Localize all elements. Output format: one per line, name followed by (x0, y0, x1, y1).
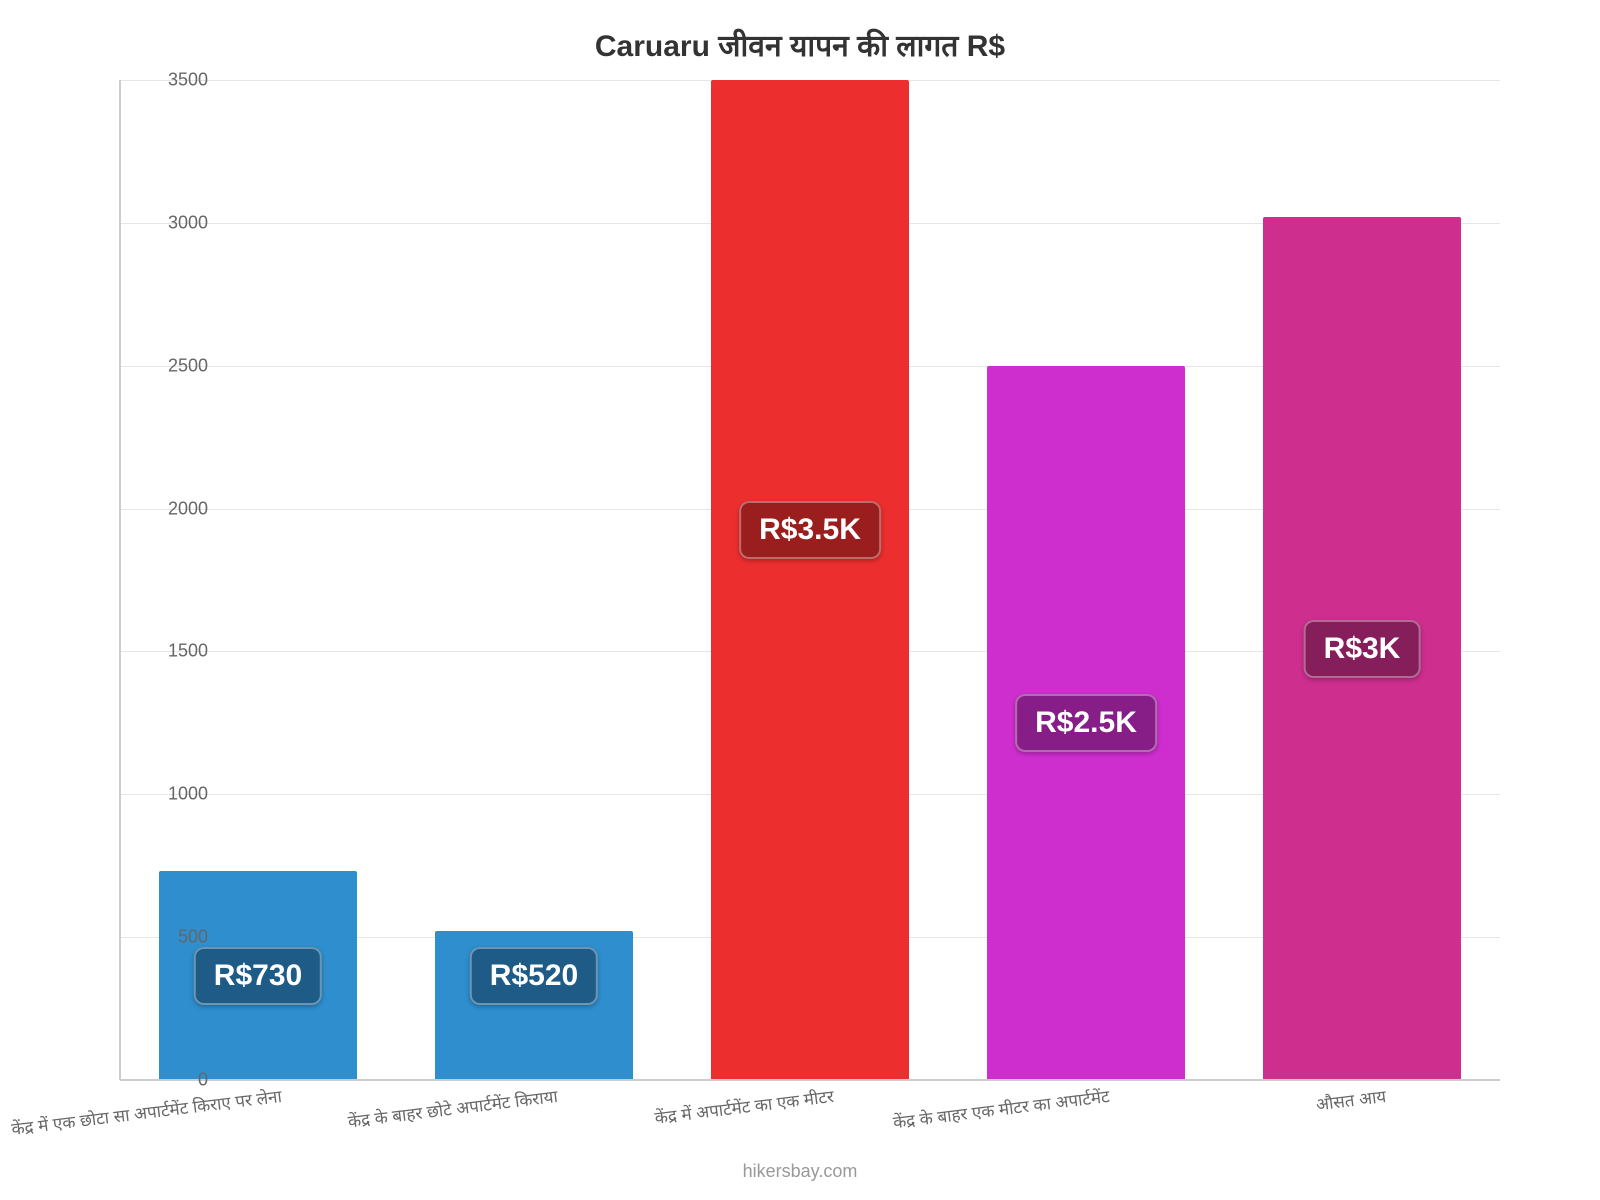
x-labels: केंद्र में एक छोटा सा अपार्टमेंट किराए प… (120, 1084, 1500, 1164)
chart-title: Caruaru जीवन यापन की लागत R$ (0, 24, 1600, 65)
bar-slot: R$3.5K (672, 80, 948, 1080)
y-tick-label: 3000 (128, 212, 208, 233)
y-tick-label: 1500 (128, 641, 208, 662)
y-axis-line (119, 80, 121, 1080)
y-tick-label: 1000 (128, 784, 208, 805)
value-badge: R$3K (1304, 620, 1421, 678)
bar (711, 80, 910, 1080)
y-tick-label: 2000 (128, 498, 208, 519)
value-badge: R$730 (194, 947, 322, 1005)
cost-of-living-chart: Caruaru जीवन यापन की लागत R$ R$730R$520R… (0, 0, 1600, 1200)
y-tick-label: 3500 (128, 70, 208, 91)
value-badge: R$3.5K (739, 501, 881, 559)
plot-area: R$730 R$520 R$3.5K R$2.5K R$3K (120, 80, 1500, 1080)
bar-slot: R$520 (396, 80, 672, 1080)
x-category-label: केंद्र के बाहर एक मीटर का अपार्टमेंट (948, 1084, 1224, 1164)
x-axis-line (120, 1079, 1500, 1081)
watermark: hikersbay.com (0, 1161, 1600, 1182)
bar-slot: R$2.5K (948, 80, 1224, 1080)
bar-slot: R$3K (1224, 80, 1500, 1080)
y-tick-label: 2500 (128, 355, 208, 376)
value-badge: R$520 (470, 947, 598, 1005)
y-tick-label: 500 (128, 927, 208, 948)
x-category-label: औसत आय (1224, 1084, 1500, 1164)
x-category-label: केंद्र के बाहर छोटे अपार्टमेंट किराया (396, 1084, 672, 1164)
bars-container: R$730 R$520 R$3.5K R$2.5K R$3K (120, 80, 1500, 1080)
value-badge: R$2.5K (1015, 694, 1157, 752)
